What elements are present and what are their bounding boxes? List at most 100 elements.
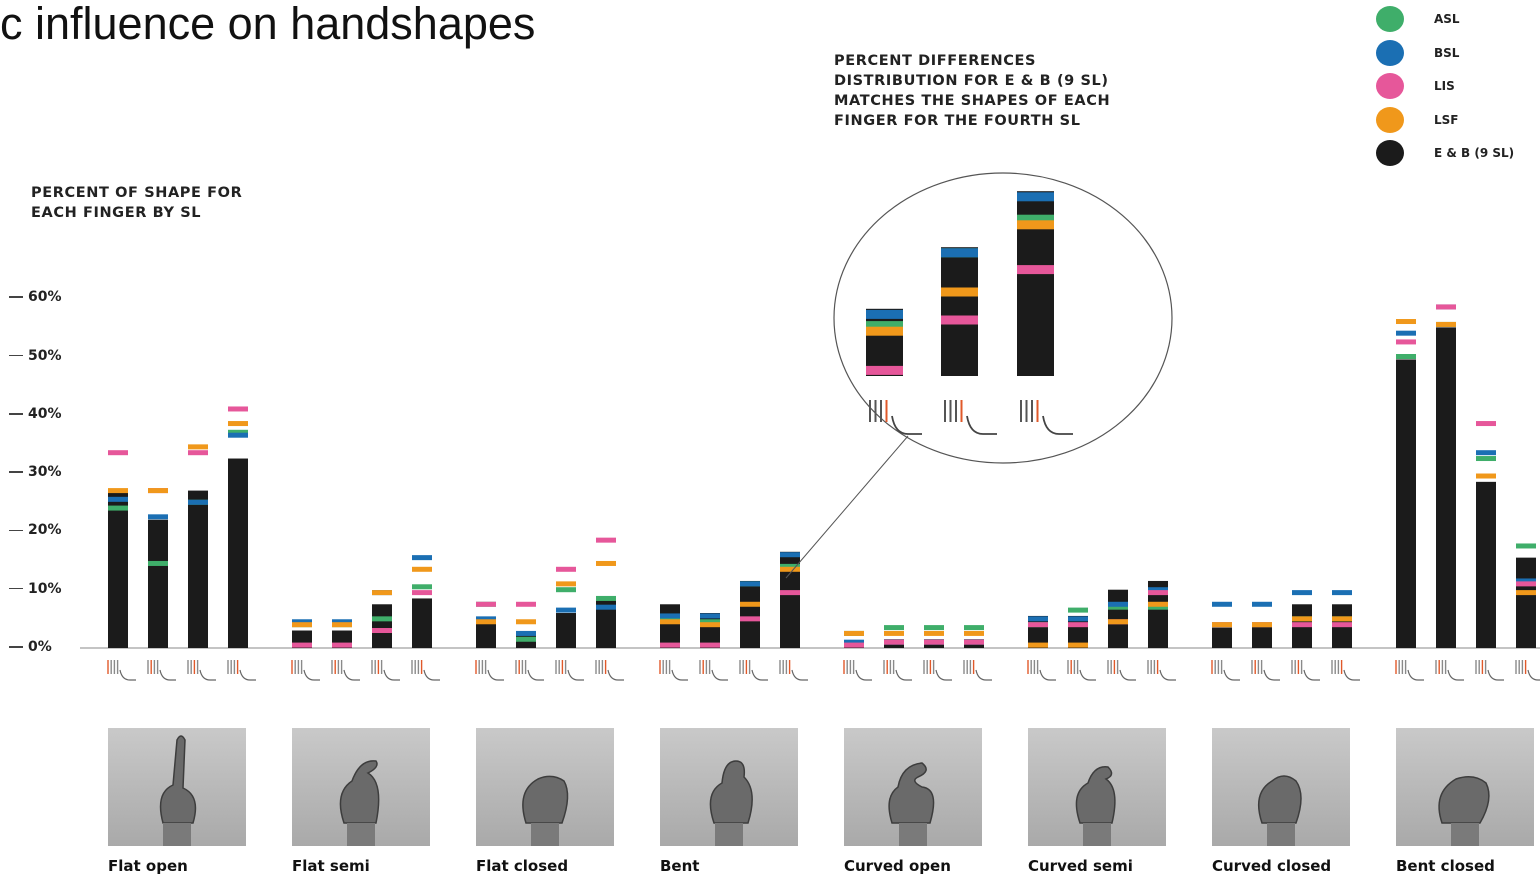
- thumb-stroke: [1079, 669, 1096, 681]
- zoom-marker-lsf: [866, 326, 903, 336]
- category-group: [1028, 580, 1168, 648]
- hand-shape: [522, 775, 569, 824]
- thumb-stroke: [303, 669, 320, 681]
- marker-bsl: [844, 639, 864, 645]
- marker-lis: [1332, 622, 1352, 628]
- slide-title: c influence on handshapes: [0, 0, 536, 49]
- marker-lis: [1476, 421, 1496, 427]
- marker-bsl: [1148, 587, 1168, 593]
- marker-lis: [1436, 304, 1456, 310]
- marker-bsl: [596, 604, 616, 610]
- marker-lsf: [1516, 590, 1536, 596]
- thumb-stroke: [751, 669, 768, 681]
- handshape-photo: [844, 728, 982, 846]
- marker-lis: [556, 566, 576, 572]
- finger-glyph: [371, 660, 400, 681]
- hand-shape: [339, 760, 380, 824]
- hand-illustration: [159, 735, 197, 846]
- marker-asl: [660, 616, 680, 622]
- marker-lis: [1028, 622, 1048, 628]
- thumb-stroke: [1343, 669, 1360, 681]
- y-tick-label: 20%: [0, 522, 62, 538]
- finger-glyph: [883, 660, 912, 681]
- zoom-marker-lsf: [1017, 220, 1054, 230]
- marker-lsf: [476, 619, 496, 625]
- marker-asl: [700, 619, 720, 625]
- finger-glyph: [923, 660, 952, 681]
- marker-lsf: [660, 619, 680, 625]
- category-group: [108, 406, 248, 648]
- marker-lsf: [780, 566, 800, 572]
- handshape-photo: [1028, 728, 1166, 846]
- marker-lis: [516, 601, 536, 607]
- marker-asl: [780, 563, 800, 569]
- legend-label: LIS: [1434, 79, 1455, 93]
- bar-e-b: [372, 604, 392, 648]
- finger-glyph: [411, 660, 440, 681]
- marker-lsf: [1252, 622, 1272, 628]
- marker-bsl: [476, 616, 496, 622]
- bar-e-b: [412, 598, 432, 648]
- hand-shape: [1438, 776, 1490, 824]
- finger-glyph: [1331, 660, 1360, 681]
- category-group: [660, 551, 800, 648]
- zoom-marker-lis: [1017, 265, 1054, 275]
- thumb-stroke: [119, 669, 136, 681]
- marker-lsf: [740, 601, 760, 607]
- finger-glyph: [843, 660, 872, 681]
- zoom-bar-group: [941, 247, 997, 435]
- legend-swatch: [1376, 6, 1404, 32]
- wrist: [347, 823, 375, 846]
- zoom-thumb-stroke: [966, 415, 997, 435]
- category-group: [476, 537, 616, 648]
- finger-glyph: [1395, 660, 1424, 681]
- thumb-stroke: [383, 669, 400, 681]
- marker-lsf: [844, 630, 864, 636]
- bar-e-b: [596, 598, 616, 648]
- wrist: [1451, 823, 1479, 846]
- bar-e-b: [108, 490, 128, 648]
- marker-bsl: [1212, 601, 1232, 607]
- thumb-stroke: [975, 669, 992, 681]
- y-tick-label: 0%: [0, 639, 52, 655]
- category-label: Flat closed: [476, 857, 569, 875]
- marker-bsl: [332, 619, 352, 625]
- thumb-stroke: [527, 669, 544, 681]
- marker-asl: [108, 505, 128, 511]
- marker-bsl: [1108, 601, 1128, 607]
- thumb-stroke: [423, 669, 440, 681]
- marker-lis: [1516, 581, 1536, 587]
- zoom-marker-lis: [941, 315, 978, 325]
- category-label: Curved semi: [1028, 857, 1133, 875]
- marker-lsf: [700, 622, 720, 628]
- bar-e-b: [556, 613, 576, 648]
- marker-bsl: [228, 432, 248, 438]
- marker-bsl: [700, 613, 720, 619]
- hand-illustration: [888, 762, 935, 846]
- marker-bsl: [148, 514, 168, 520]
- thumb-stroke: [487, 669, 504, 681]
- marker-lsf: [1476, 473, 1496, 479]
- finger-glyph: [1027, 660, 1056, 681]
- thumb-stroke: [1263, 669, 1280, 681]
- bar-e-b: [1148, 580, 1168, 648]
- marker-asl: [1516, 543, 1536, 549]
- finger-glyph: [1291, 660, 1320, 681]
- finger-glyph: [1067, 660, 1096, 681]
- marker-asl: [148, 560, 168, 566]
- marker-bsl: [780, 552, 800, 558]
- y-tick-label: 40%: [0, 406, 62, 422]
- marker-lsf: [924, 630, 944, 636]
- marker-bsl: [1068, 616, 1088, 622]
- marker-asl: [516, 636, 536, 642]
- marker-lsf: [108, 488, 128, 494]
- zoom-marker-bsl: [1017, 192, 1054, 202]
- marker-lsf: [1108, 619, 1128, 625]
- finger-glyph: [331, 660, 360, 681]
- marker-lis: [740, 616, 760, 622]
- thumb-stroke: [1527, 669, 1540, 681]
- thumb-stroke: [607, 669, 624, 681]
- marker-lis: [660, 642, 680, 648]
- finger-glyph: [1515, 660, 1540, 681]
- marker-lis: [844, 642, 864, 648]
